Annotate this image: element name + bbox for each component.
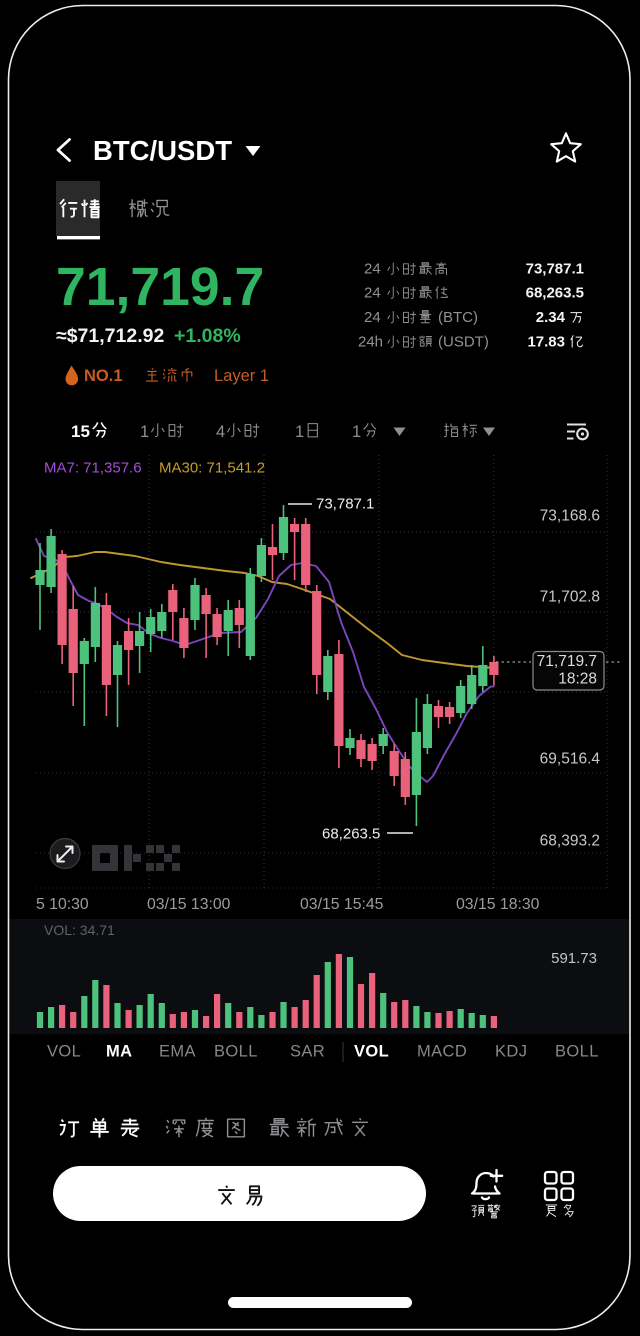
svg-text:Layer 1: Layer 1 (214, 367, 269, 385)
svg-text:(BTC): (BTC) (438, 309, 478, 326)
svg-text:1: 1 (352, 423, 361, 441)
svg-text:71,702.8: 71,702.8 (540, 589, 600, 606)
svg-text:BTC/USDT: BTC/USDT (93, 135, 232, 166)
svg-text:24: 24 (364, 285, 381, 302)
svg-text:03/15 15:45: 03/15 15:45 (300, 896, 384, 913)
svg-text:24: 24 (364, 261, 381, 278)
svg-text:1: 1 (295, 423, 304, 441)
svg-text:VOL: 34.71: VOL: 34.71 (44, 922, 115, 938)
svg-text:73,168.6: 73,168.6 (540, 508, 600, 525)
svg-text:03/15 13:00: 03/15 13:00 (147, 896, 231, 913)
svg-text:+1.08%: +1.08% (174, 325, 241, 347)
svg-text:SAR: SAR (290, 1043, 325, 1061)
svg-text:18:28: 18:28 (558, 671, 597, 688)
svg-text:(USDT): (USDT) (438, 334, 489, 351)
svg-text:68,263.5: 68,263.5 (526, 285, 584, 302)
svg-text:EMA: EMA (159, 1043, 196, 1061)
svg-text:MA7: 71,357.6: MA7: 71,357.6 (44, 460, 142, 477)
svg-text:BOLL: BOLL (214, 1043, 258, 1061)
svg-text:71,719.7: 71,719.7 (537, 653, 597, 670)
svg-text:24h: 24h (358, 334, 383, 351)
svg-text:68,393.2: 68,393.2 (540, 833, 600, 850)
svg-text:≈$71,712.92: ≈$71,712.92 (56, 325, 164, 347)
svg-text:69,516.4: 69,516.4 (540, 751, 601, 768)
svg-text:591.73: 591.73 (551, 950, 597, 967)
svg-text:68,263.5: 68,263.5 (322, 826, 380, 843)
svg-text:17.83: 17.83 (527, 334, 565, 351)
svg-text:15: 15 (71, 422, 90, 441)
svg-text:24: 24 (364, 309, 381, 326)
svg-text:KDJ: KDJ (495, 1043, 527, 1061)
svg-text:1: 1 (140, 423, 149, 441)
svg-text:73,787.1: 73,787.1 (316, 496, 374, 513)
svg-text:73,787.1: 73,787.1 (526, 261, 584, 278)
svg-text:MACD: MACD (417, 1043, 467, 1061)
svg-text:5 10:30: 5 10:30 (36, 896, 89, 913)
svg-text:71,719.7: 71,719.7 (56, 258, 264, 317)
svg-text:NO.1: NO.1 (84, 367, 123, 385)
svg-text:2.34: 2.34 (536, 309, 566, 326)
svg-text:MA30: 71,541.2: MA30: 71,541.2 (159, 460, 265, 477)
svg-text:03/15 18:30: 03/15 18:30 (456, 896, 540, 913)
svg-text:BOLL: BOLL (555, 1043, 599, 1061)
svg-text:VOL: VOL (354, 1043, 389, 1061)
svg-text:4: 4 (216, 423, 225, 441)
svg-text:MA: MA (106, 1043, 132, 1061)
svg-text:VOL: VOL (47, 1043, 81, 1061)
